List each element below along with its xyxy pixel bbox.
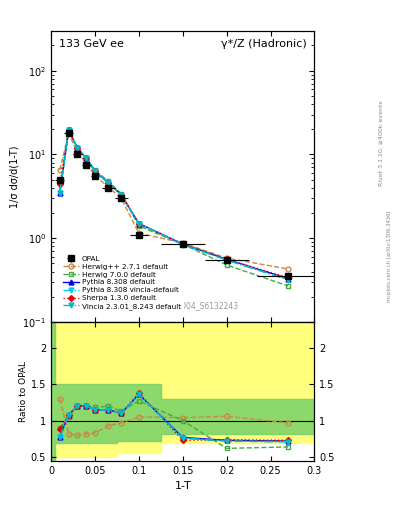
Y-axis label: 1/σ dσ/d(1-T): 1/σ dσ/d(1-T)	[9, 145, 20, 208]
Vincia 2.3.01_8.243 default	[119, 192, 124, 198]
Text: OPAL_2004_S6132243: OPAL_2004_S6132243	[153, 302, 239, 310]
Vincia 2.3.01_8.243 default	[224, 257, 229, 263]
Pythia 8.308 default	[224, 257, 229, 263]
Pythia 8.308 vincia-default	[119, 192, 124, 198]
Text: 133 GeV ee: 133 GeV ee	[59, 39, 124, 50]
Line: Herwig++ 2.7.1 default: Herwig++ 2.7.1 default	[57, 131, 290, 271]
Pythia 8.308 vincia-default	[93, 168, 97, 175]
Text: γ*/Z (Hadronic): γ*/Z (Hadronic)	[221, 39, 307, 50]
Sherpa 1.3.0 default	[180, 241, 185, 247]
Herwig++ 2.7.1 default	[106, 184, 110, 190]
Pythia 8.308 default	[106, 180, 110, 186]
Pythia 8.308 vincia-default	[106, 180, 110, 186]
Sherpa 1.3.0 default	[136, 221, 141, 227]
Pythia 8.308 default	[66, 127, 71, 133]
Sherpa 1.3.0 default	[119, 192, 124, 198]
Herwig++ 2.7.1 default	[84, 160, 88, 166]
Sherpa 1.3.0 default	[286, 274, 290, 281]
Sherpa 1.3.0 default	[66, 127, 71, 133]
Herwig++ 2.7.1 default	[180, 240, 185, 246]
Line: Pythia 8.308 vincia-default: Pythia 8.308 vincia-default	[57, 128, 290, 282]
Pythia 8.308 default	[75, 145, 80, 151]
Text: mcplots.cern.ch [arXiv:1306.3436]: mcplots.cern.ch [arXiv:1306.3436]	[387, 210, 391, 302]
Pythia 8.308 default	[180, 241, 185, 247]
Herwig 7.0.0 default	[180, 241, 185, 247]
Vincia 2.3.01_8.243 default	[93, 168, 97, 175]
Sherpa 1.3.0 default	[57, 180, 62, 186]
Pythia 8.308 vincia-default	[224, 257, 229, 263]
Text: Rivet 3.1.10, ≥400k events: Rivet 3.1.10, ≥400k events	[379, 100, 384, 186]
Herwig 7.0.0 default	[136, 223, 141, 229]
Pythia 8.308 vincia-default	[84, 155, 88, 161]
Vincia 2.3.01_8.243 default	[286, 276, 290, 283]
Y-axis label: Ratio to OPAL: Ratio to OPAL	[19, 361, 28, 422]
Herwig 7.0.0 default	[84, 155, 88, 161]
Vincia 2.3.01_8.243 default	[106, 180, 110, 186]
Herwig 7.0.0 default	[224, 262, 229, 268]
Pythia 8.308 vincia-default	[57, 189, 62, 196]
Line: Vincia 2.3.01_8.243 default: Vincia 2.3.01_8.243 default	[57, 128, 290, 282]
Pythia 8.308 default	[119, 192, 124, 198]
Line: Herwig 7.0.0 default: Herwig 7.0.0 default	[57, 129, 290, 288]
Herwig 7.0.0 default	[93, 167, 97, 173]
Sherpa 1.3.0 default	[75, 145, 80, 151]
Herwig 7.0.0 default	[66, 128, 71, 134]
Line: Sherpa 1.3.0 default: Sherpa 1.3.0 default	[58, 128, 290, 280]
Herwig 7.0.0 default	[106, 178, 110, 184]
X-axis label: 1-T: 1-T	[174, 481, 191, 491]
Herwig++ 2.7.1 default	[136, 230, 141, 236]
Herwig++ 2.7.1 default	[119, 195, 124, 201]
Vincia 2.3.01_8.243 default	[84, 155, 88, 161]
Legend: OPAL, Herwig++ 2.7.1 default, Herwig 7.0.0 default, Pythia 8.308 default, Pythia: OPAL, Herwig++ 2.7.1 default, Herwig 7.0…	[60, 253, 184, 313]
Sherpa 1.3.0 default	[84, 155, 88, 161]
Herwig 7.0.0 default	[286, 283, 290, 289]
Pythia 8.308 default	[93, 168, 97, 175]
Herwig++ 2.7.1 default	[75, 150, 80, 156]
Pythia 8.308 vincia-default	[75, 145, 80, 151]
Herwig++ 2.7.1 default	[57, 167, 62, 173]
Pythia 8.308 vincia-default	[180, 242, 185, 248]
Pythia 8.308 default	[84, 155, 88, 161]
Sherpa 1.3.0 default	[106, 180, 110, 186]
Vincia 2.3.01_8.243 default	[136, 221, 141, 227]
Herwig++ 2.7.1 default	[224, 255, 229, 261]
Herwig 7.0.0 default	[119, 190, 124, 197]
Vincia 2.3.01_8.243 default	[57, 189, 62, 196]
Herwig++ 2.7.1 default	[93, 173, 97, 179]
Pythia 8.308 default	[286, 275, 290, 282]
Sherpa 1.3.0 default	[224, 257, 229, 263]
Pythia 8.308 default	[136, 221, 141, 227]
Vincia 2.3.01_8.243 default	[66, 127, 71, 133]
Herwig++ 2.7.1 default	[66, 130, 71, 136]
Herwig 7.0.0 default	[57, 189, 62, 196]
Pythia 8.308 default	[57, 189, 62, 196]
Herwig++ 2.7.1 default	[286, 266, 290, 272]
Sherpa 1.3.0 default	[93, 168, 97, 175]
Line: Pythia 8.308 default: Pythia 8.308 default	[57, 128, 290, 281]
Pythia 8.308 vincia-default	[286, 276, 290, 283]
Vincia 2.3.01_8.243 default	[180, 242, 185, 248]
Pythia 8.308 vincia-default	[136, 221, 141, 227]
Herwig 7.0.0 default	[75, 145, 80, 151]
Vincia 2.3.01_8.243 default	[75, 145, 80, 151]
Pythia 8.308 vincia-default	[66, 127, 71, 133]
